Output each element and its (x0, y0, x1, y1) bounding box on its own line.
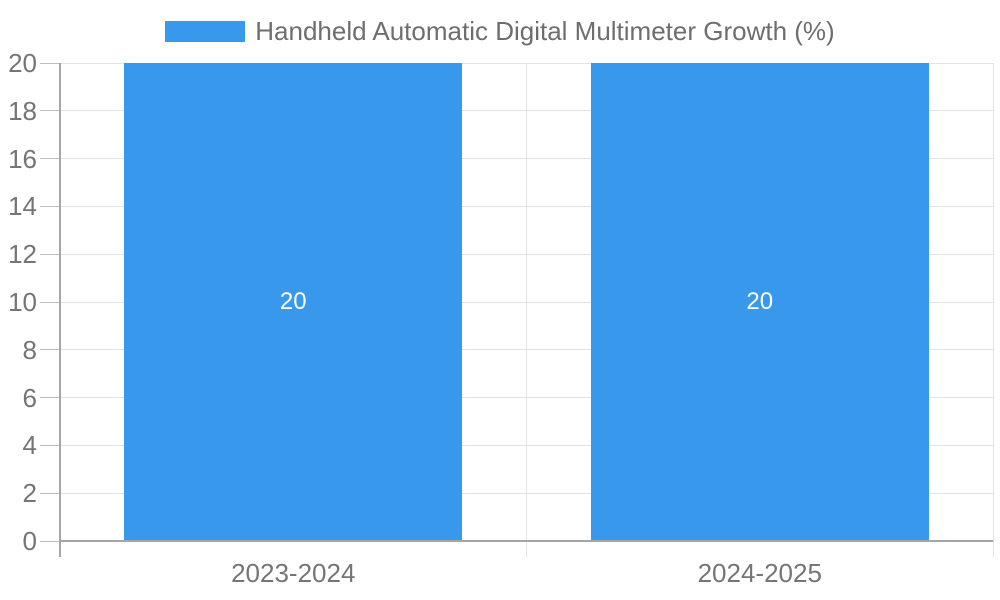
y-tick-label: 16 (8, 143, 37, 174)
bar-value-label: 20 (279, 288, 307, 315)
bar[interactable] (590, 63, 929, 541)
y-tick (40, 62, 60, 64)
y-tick (40, 540, 60, 542)
y-tick-label: 6 (22, 382, 37, 413)
y-tick (40, 349, 60, 351)
legend-swatch (165, 20, 246, 42)
y-tick-label: 0 (22, 526, 37, 556)
y-tick-label: 10 (8, 287, 37, 317)
y-tick (40, 301, 60, 303)
x-boundary-gridline (992, 63, 994, 557)
y-tick-label: 20 (8, 48, 37, 78)
x-tick-label: 2024-2025 (697, 558, 822, 588)
bar-value-label: 20 (746, 288, 774, 315)
y-tick (40, 253, 60, 255)
y-tick (40, 110, 60, 112)
y-tick (40, 158, 60, 160)
legend[interactable]: Handheld Automatic Digital Multimeter Gr… (0, 12, 1000, 50)
y-tick (40, 492, 60, 494)
x-boundary-gridline (526, 63, 527, 557)
y-tick-label: 2 (22, 478, 37, 509)
y-axis-line (59, 63, 61, 557)
y-tick (40, 397, 60, 399)
y-tick (40, 205, 60, 207)
y-tick-label: 14 (8, 191, 37, 222)
bar[interactable] (124, 63, 463, 541)
x-tick-label: 2023-2024 (231, 558, 356, 588)
x-axis-line (59, 540, 993, 542)
y-tick-label: 12 (8, 239, 37, 270)
y-tick (40, 444, 60, 446)
y-tick-label: 4 (22, 430, 37, 461)
y-tick-label: 18 (8, 95, 37, 126)
y-tick-label: 8 (22, 334, 37, 365)
legend-label: Handheld Automatic Digital Multimeter Gr… (255, 15, 835, 46)
